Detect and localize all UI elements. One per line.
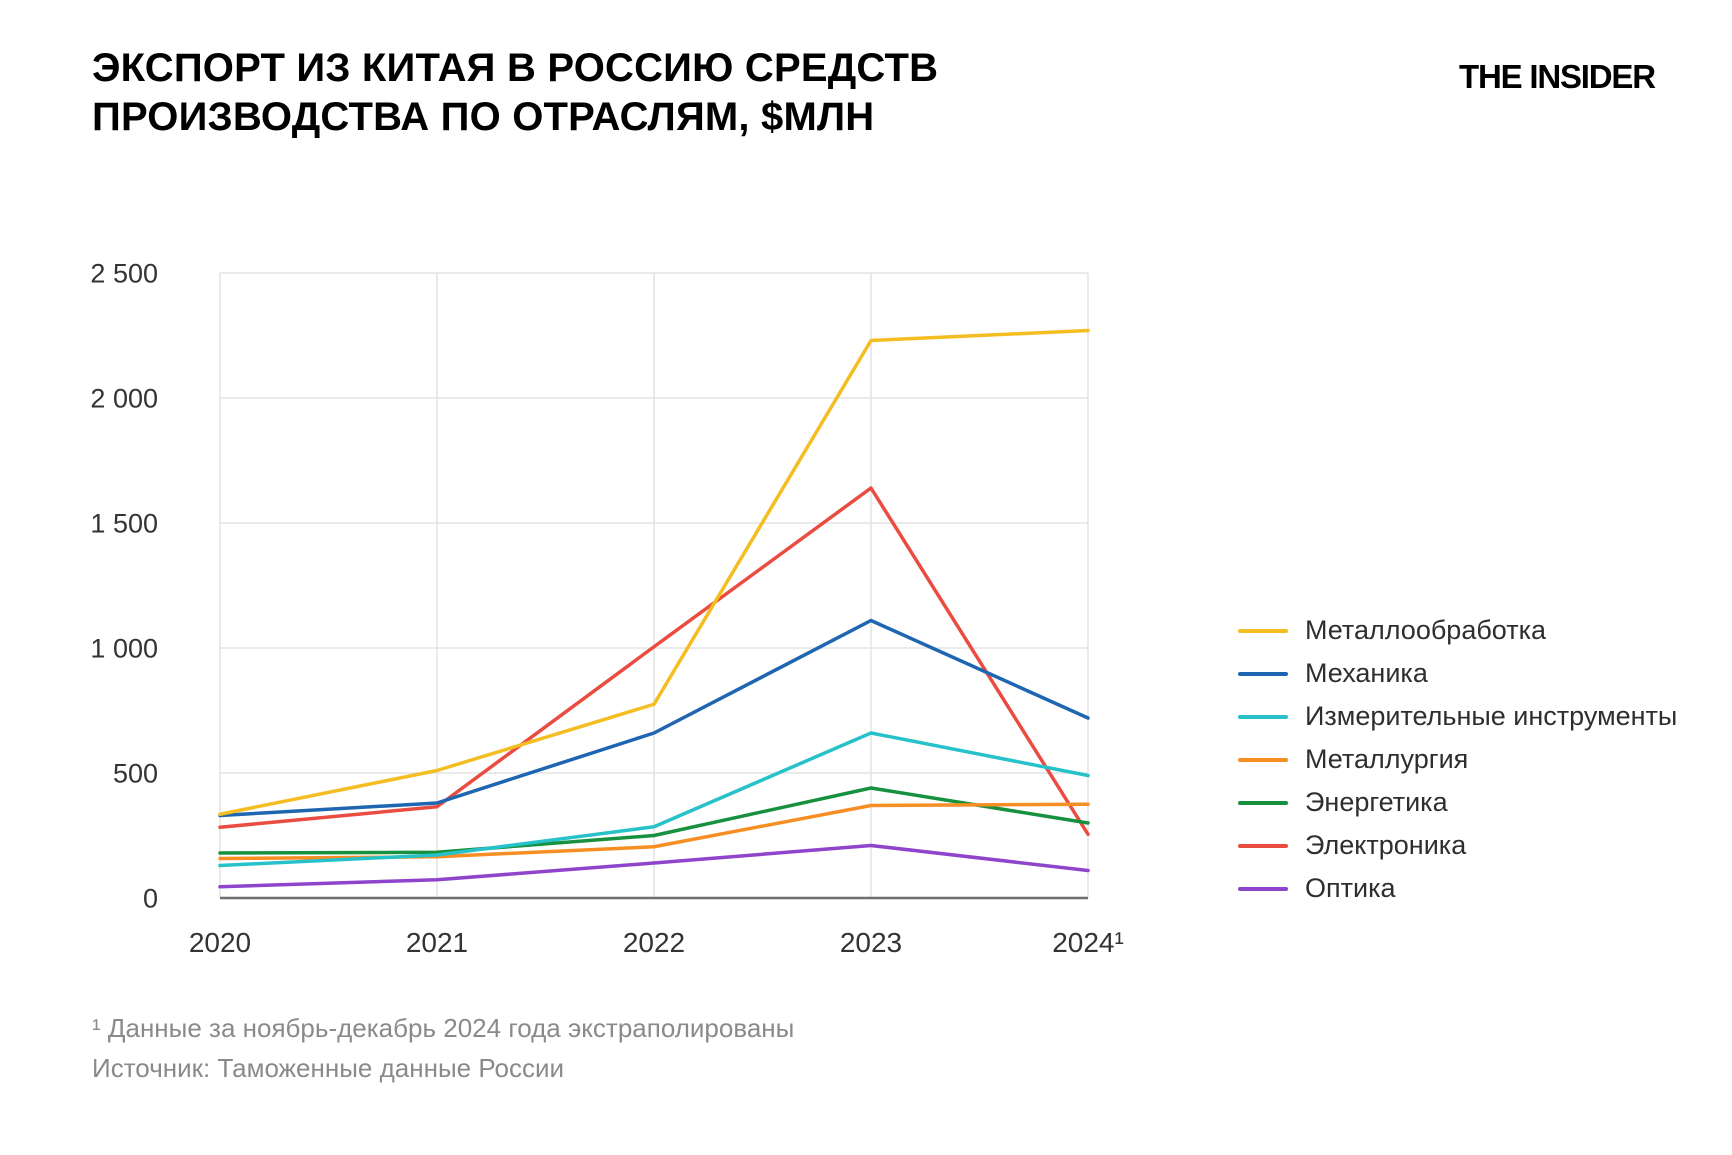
series-line xyxy=(218,486,1090,836)
y-tick-label: 500 xyxy=(113,759,158,789)
y-tick-label: 2 500 xyxy=(90,259,158,289)
footnote-source: Источник: Таможенные данные России xyxy=(92,1053,565,1083)
footnote-extrapolated: ¹ Данные за ноябрь-декабрь 2024 года экс… xyxy=(92,1013,795,1043)
legend-item: Измерительные инструменты xyxy=(1238,701,1678,731)
series-line xyxy=(218,731,1090,868)
legend-item: Металлообработка xyxy=(1238,615,1677,645)
x-tick-label: 2023 xyxy=(840,927,902,958)
x-tick-label: 2024¹ xyxy=(1052,927,1124,958)
legend-swatch xyxy=(1238,714,1288,719)
legend-swatch xyxy=(1238,843,1288,848)
legend-item: Электроника xyxy=(1238,830,1677,860)
y-tick-label: 1 500 xyxy=(90,509,158,539)
y-tick-label: 0 xyxy=(143,884,158,914)
series-line xyxy=(218,328,1090,816)
legend-label: Измерительные инструменты xyxy=(1305,701,1678,731)
legend-item: Металлургия xyxy=(1238,744,1677,774)
series-line xyxy=(218,843,1090,889)
series-line xyxy=(218,786,1090,855)
y-tick-label: 1 000 xyxy=(90,634,158,664)
the-insider-logo: THE INSIDER xyxy=(1459,58,1656,95)
legend-label: Энергетика xyxy=(1305,787,1448,817)
x-tick-label: 2021 xyxy=(406,927,468,958)
series-line xyxy=(218,618,1090,818)
legend-swatch xyxy=(1238,671,1288,676)
legend-label: Электроника xyxy=(1305,830,1467,860)
legend-item: Энергетика xyxy=(1238,787,1677,817)
legend-label: Механика xyxy=(1305,658,1428,688)
legend-swatch xyxy=(1238,800,1288,805)
legend-item: Оптика xyxy=(1238,873,1677,903)
legend-swatch xyxy=(1238,886,1288,891)
legend-label: Металлообработка xyxy=(1305,615,1547,645)
legend-swatch xyxy=(1238,628,1288,633)
y-tick-label: 2 000 xyxy=(90,384,158,414)
chart-title: ЭКСПОРТ ИЗ КИТАЯ В РОССИЮ СРЕДСТВ ПРОИЗВ… xyxy=(92,46,939,139)
x-tick-label: 2020 xyxy=(189,927,251,958)
footnotes: ¹ Данные за ноябрь-декабрь 2024 года экс… xyxy=(92,1008,794,1088)
legend-item: Механика xyxy=(1238,658,1677,688)
x-tick-label: 2022 xyxy=(623,927,685,958)
legend: Металлообработка Механика Измерительные ин… xyxy=(1238,615,1678,918)
legend-label: Металлургия xyxy=(1305,744,1469,774)
legend-swatch xyxy=(1238,757,1288,762)
legend-label: Оптика xyxy=(1305,873,1396,903)
